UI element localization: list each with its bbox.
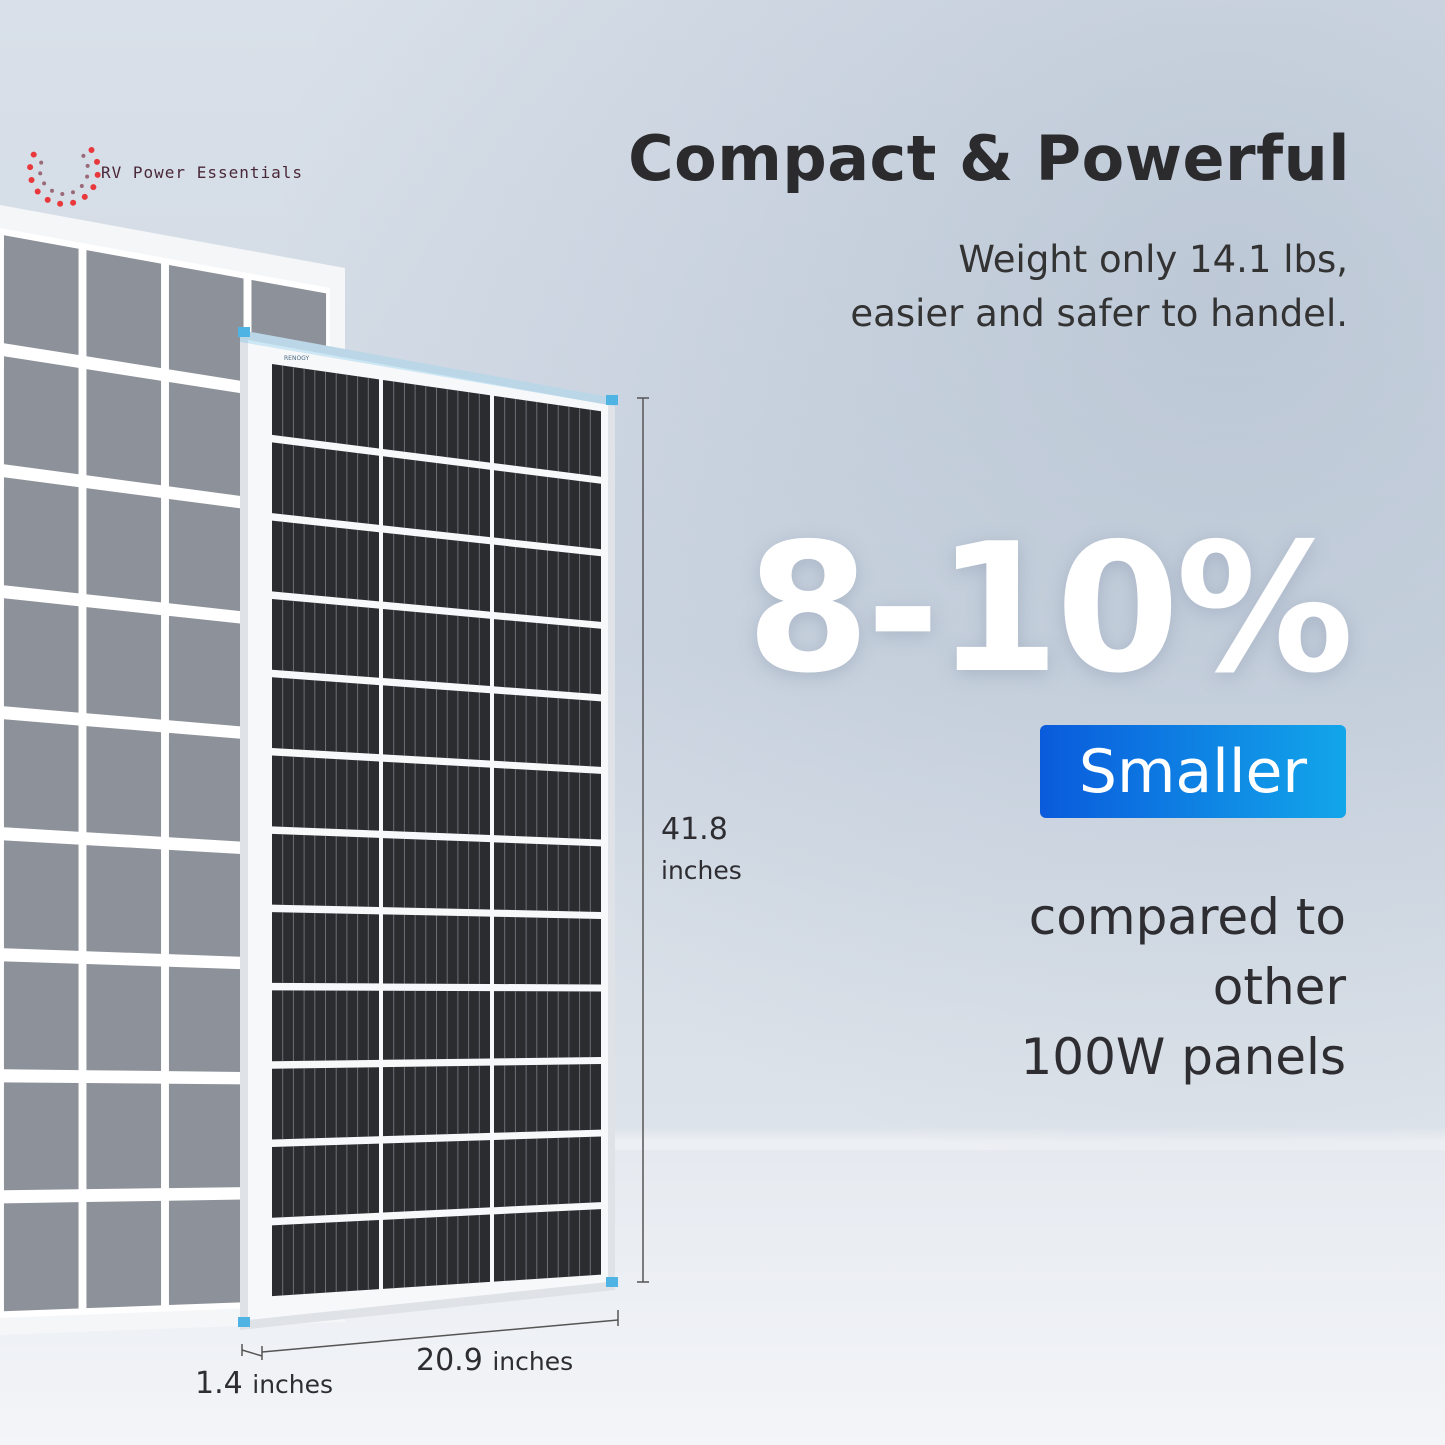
logo-dot xyxy=(34,188,41,195)
back-panel-cell xyxy=(168,498,244,612)
logo-dot xyxy=(28,177,35,184)
comparison-line-3: 100W panels xyxy=(1020,1028,1346,1086)
back-panel-cell xyxy=(86,1083,162,1190)
back-panel-cell xyxy=(3,719,79,832)
logo-dot xyxy=(38,171,43,176)
back-panel-cell xyxy=(86,726,162,837)
logo-dot xyxy=(70,190,75,195)
back-panel-cell xyxy=(168,381,244,497)
back-panel-cell xyxy=(3,356,79,475)
logo-dot xyxy=(39,160,44,165)
depth-value: 1.4 xyxy=(195,1366,243,1401)
front-solar-panel xyxy=(238,327,618,1330)
width-dimension-line xyxy=(261,1319,619,1353)
frame-corner-accent xyxy=(606,1277,618,1287)
back-panel-cell xyxy=(86,607,162,720)
comparison-line-2: other xyxy=(1212,958,1346,1016)
depth-unit: inches xyxy=(252,1370,334,1399)
back-panel-cell xyxy=(3,1082,79,1191)
back-panel-cell xyxy=(86,369,162,486)
logo-dot xyxy=(44,196,51,203)
back-panel-cell xyxy=(86,488,162,603)
highlight-value: 8-10% xyxy=(746,505,1354,712)
frame-corner-accent xyxy=(238,1317,250,1327)
subheadline-line-2: easier and safer to handel. xyxy=(850,292,1348,335)
depth-dimension-line xyxy=(241,1349,263,1357)
badge-label: Smaller xyxy=(1078,736,1308,807)
back-panel-cell xyxy=(168,849,244,957)
logo-dot xyxy=(94,158,101,165)
brand-name: RV Power Essentials xyxy=(101,163,304,182)
depth-dimension: 1.4 inches xyxy=(195,1366,333,1401)
comparison-line-1: compared to xyxy=(1028,888,1346,946)
logo-dot xyxy=(85,163,90,168)
logo-dot xyxy=(30,151,37,158)
back-panel-cell xyxy=(86,250,162,369)
back-panel-cell xyxy=(86,1200,162,1309)
logo-dot xyxy=(57,200,64,207)
dimension-lines xyxy=(241,397,649,1360)
smaller-badge: Smaller xyxy=(1040,725,1346,818)
headline: Compact & Powerful xyxy=(628,122,1350,195)
frame-corner-accent xyxy=(238,327,250,337)
logo-dots-icon xyxy=(27,147,101,207)
logo-dot xyxy=(85,174,90,179)
logo-dot xyxy=(60,191,65,196)
back-panel-cell xyxy=(3,235,79,356)
logo-dot xyxy=(27,164,34,171)
back-panel-cell xyxy=(3,1202,79,1312)
logo-dot xyxy=(79,184,84,189)
back-panel-cell xyxy=(168,1199,244,1306)
frame-corner-accent xyxy=(606,395,618,405)
logo-dot xyxy=(70,199,77,206)
height-value: 41.8 xyxy=(661,812,728,847)
logo-dot xyxy=(81,193,88,200)
logo-dot xyxy=(50,188,54,193)
panel-brand-label: RENOGY xyxy=(284,355,310,362)
back-panel-cell xyxy=(86,845,162,954)
back-panel-cell xyxy=(168,966,244,1072)
back-panel-cell xyxy=(3,477,79,594)
height-unit: inches xyxy=(661,856,742,885)
logo-dot xyxy=(90,184,97,191)
width-dimension: 20.9 inches xyxy=(416,1343,573,1378)
back-panel-cell xyxy=(86,964,162,1072)
logo-dot xyxy=(81,153,86,158)
logo-dot xyxy=(94,171,101,178)
back-panel-cell xyxy=(168,732,244,842)
width-unit: inches xyxy=(492,1347,574,1376)
back-panel-cell xyxy=(168,615,244,727)
width-value: 20.9 xyxy=(416,1343,483,1378)
back-panel-cell xyxy=(168,265,244,382)
logo-dot xyxy=(42,181,47,186)
logo-dot xyxy=(88,147,95,154)
back-panel-cell xyxy=(168,1083,244,1189)
subheadline-line-1: Weight only 14.1 lbs, xyxy=(958,238,1348,281)
back-panel-cell xyxy=(3,840,79,951)
back-panel-cell xyxy=(3,598,79,713)
back-panel-cell xyxy=(3,961,79,1071)
